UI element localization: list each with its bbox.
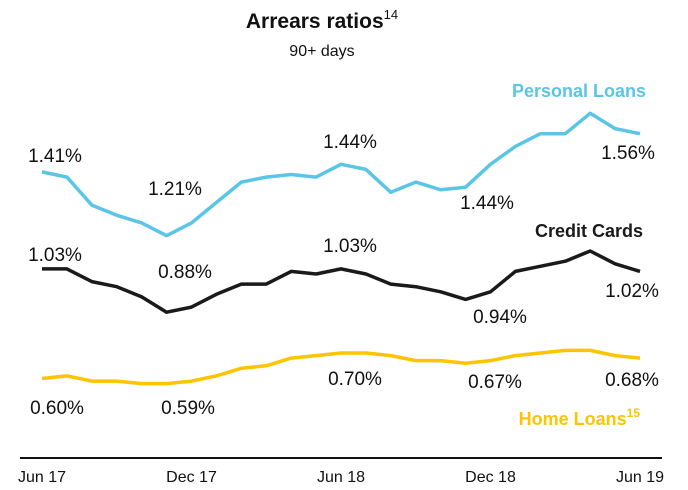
legend-label: Credit Cards bbox=[535, 221, 643, 241]
chart-title: Arrears ratios14 bbox=[246, 7, 398, 32]
data-label: 0.70% bbox=[328, 369, 382, 390]
legend-label: Personal Loans bbox=[512, 81, 646, 101]
data-label: 0.60% bbox=[30, 398, 84, 419]
x-tick-label: Jun 18 bbox=[317, 469, 365, 486]
x-tick-label: Jun 19 bbox=[616, 469, 664, 486]
data-label: 1.02% bbox=[605, 281, 659, 302]
x-tick-label: Jun 17 bbox=[18, 469, 66, 486]
data-label: 0.88% bbox=[158, 262, 212, 283]
data-label: 0.68% bbox=[605, 370, 659, 391]
chart-subtitle: 90+ days bbox=[289, 43, 354, 60]
legend-note: 15 bbox=[627, 406, 641, 420]
data-label: 1.41% bbox=[28, 146, 82, 167]
data-label: 1.44% bbox=[460, 193, 514, 214]
legend-name: Credit Cards bbox=[535, 221, 643, 241]
series-line bbox=[41, 348, 641, 386]
series-line bbox=[41, 111, 641, 238]
title-note: 14 bbox=[384, 7, 398, 22]
data-label: 1.21% bbox=[148, 179, 202, 200]
legend-name: Personal Loans bbox=[512, 81, 646, 101]
title-text: Arrears ratios bbox=[246, 10, 384, 33]
series-line bbox=[42, 249, 641, 314]
x-tick-label: Dec 18 bbox=[465, 469, 516, 486]
legend-label: Home Loans15 bbox=[519, 406, 641, 429]
data-label: 1.03% bbox=[323, 236, 377, 257]
data-label: 1.56% bbox=[601, 143, 655, 164]
data-label: 1.44% bbox=[323, 132, 377, 153]
data-label: 1.03% bbox=[28, 245, 82, 266]
data-label: 0.94% bbox=[473, 307, 527, 328]
data-label: 0.67% bbox=[468, 372, 522, 393]
x-tick-label: Dec 17 bbox=[166, 469, 217, 486]
legend-name: Home Loans bbox=[519, 409, 627, 429]
data-label: 0.59% bbox=[161, 398, 215, 419]
